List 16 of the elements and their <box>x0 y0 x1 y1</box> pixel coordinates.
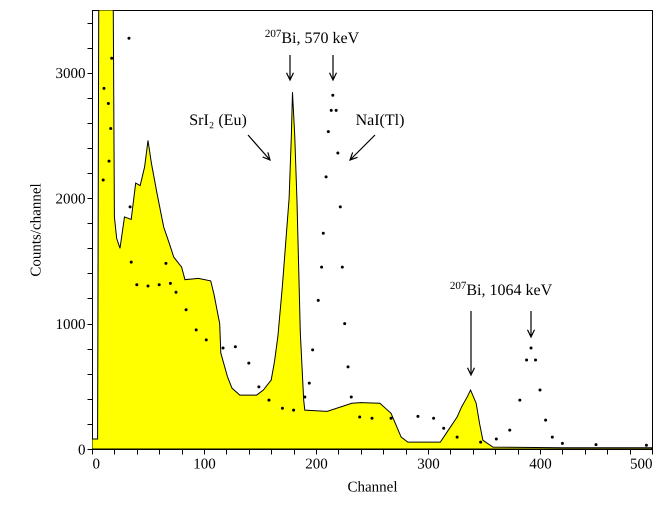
x-tick-label: 100 <box>193 456 216 472</box>
annotation: $^{207}$Bi, 1064 keV <box>450 280 553 299</box>
series-label: NaI(Tl) <box>356 112 404 129</box>
text: SrI₂ (Eu) <box>189 112 247 129</box>
y-tick-label: 2000 <box>56 192 86 208</box>
x-tick-label: 400 <box>529 456 552 472</box>
x-tick-label: 0 <box>92 456 100 472</box>
x-axis-title: Channel <box>348 480 398 496</box>
x-tick-label: 300 <box>417 456 440 472</box>
annotation: $^{207}$Bi, 570 keV <box>264 28 360 47</box>
y-tick-label: 3000 <box>56 66 86 82</box>
x-tick-label: 200 <box>305 456 328 472</box>
x-tick-label: 500 <box>630 456 652 472</box>
y-tick-label: 0 <box>78 442 86 458</box>
y-axis-title: Counts/channel <box>28 183 44 277</box>
y-tick-label: 1000 <box>56 317 86 334</box>
